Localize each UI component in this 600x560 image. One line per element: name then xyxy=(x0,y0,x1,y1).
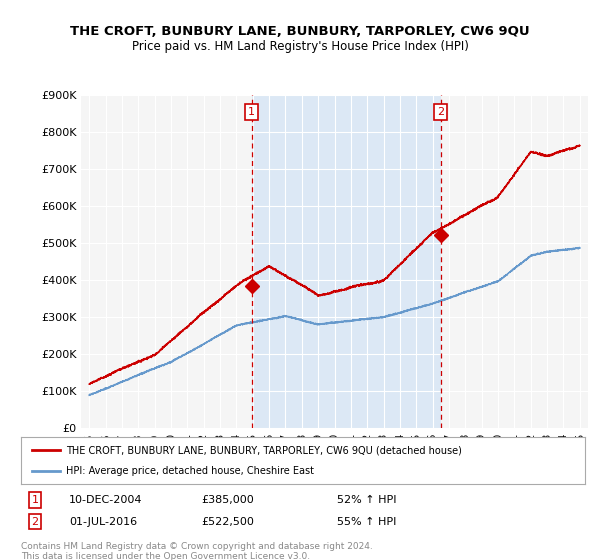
Text: Price paid vs. HM Land Registry's House Price Index (HPI): Price paid vs. HM Land Registry's House … xyxy=(131,40,469,53)
Text: 2: 2 xyxy=(32,517,38,526)
Text: £522,500: £522,500 xyxy=(202,517,254,526)
Text: THE CROFT, BUNBURY LANE, BUNBURY, TARPORLEY, CW6 9QU: THE CROFT, BUNBURY LANE, BUNBURY, TARPOR… xyxy=(70,25,530,38)
Text: 01-JUL-2016: 01-JUL-2016 xyxy=(69,517,137,526)
Text: 2: 2 xyxy=(437,107,445,117)
Text: 1: 1 xyxy=(32,495,38,505)
Text: 10-DEC-2004: 10-DEC-2004 xyxy=(69,495,142,505)
Text: Contains HM Land Registry data © Crown copyright and database right 2024.
This d: Contains HM Land Registry data © Crown c… xyxy=(21,542,373,560)
Bar xyxy=(252,95,441,428)
Text: THE CROFT, BUNBURY LANE, BUNBURY, TARPORLEY, CW6 9QU (detached house): THE CROFT, BUNBURY LANE, BUNBURY, TARPOR… xyxy=(66,445,462,455)
Text: 1: 1 xyxy=(248,107,255,117)
Text: £385,000: £385,000 xyxy=(202,495,254,505)
Text: 55% ↑ HPI: 55% ↑ HPI xyxy=(337,517,396,526)
Text: HPI: Average price, detached house, Cheshire East: HPI: Average price, detached house, Ches… xyxy=(66,466,314,476)
Text: 52% ↑ HPI: 52% ↑ HPI xyxy=(337,495,397,505)
